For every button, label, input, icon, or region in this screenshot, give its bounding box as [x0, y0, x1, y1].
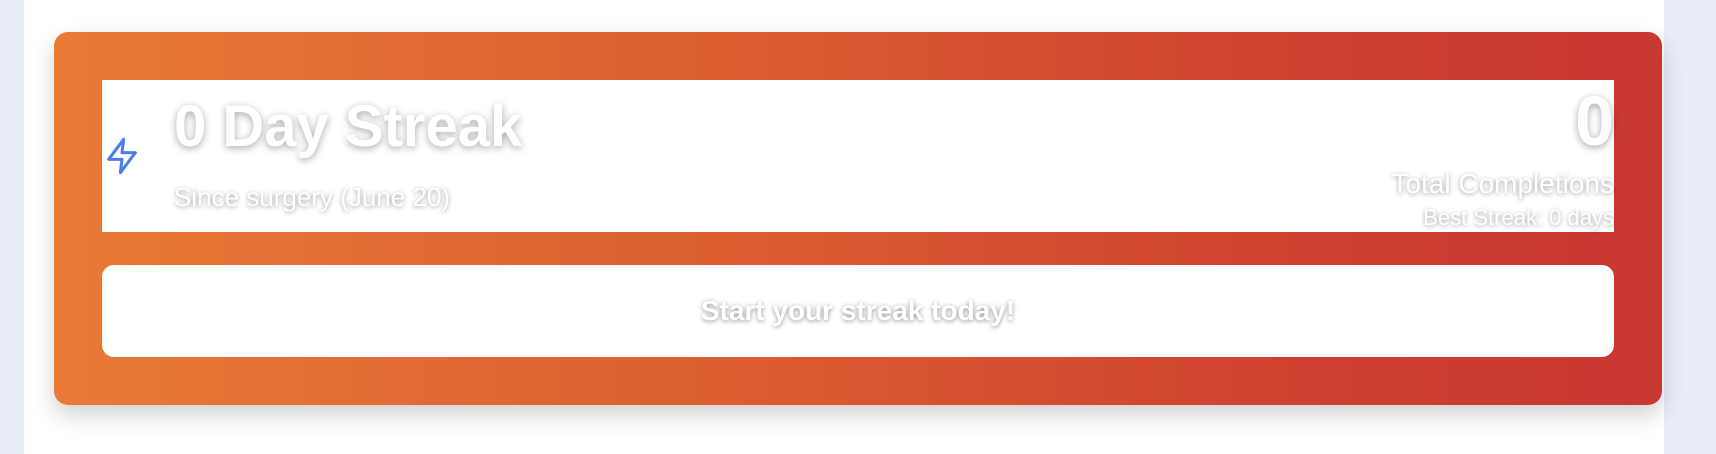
total-completions-value: 0 — [1575, 82, 1614, 160]
start-streak-banner: Start your streak today! — [102, 265, 1614, 357]
completion-stats: 0 Total Completions Best Streak: 0 days — [1391, 80, 1614, 229]
total-completions-label: Total Completions — [1391, 168, 1614, 199]
streak-card: 0 Day Streak Since surgery (June 20) 0 T… — [54, 32, 1662, 405]
lightning-bolt-icon — [102, 136, 142, 176]
streak-title: 0 Day Streak — [174, 94, 523, 159]
best-streak-text: Best Streak: 0 days — [1423, 205, 1614, 230]
streak-subtitle: Since surgery (June 20) — [174, 182, 451, 212]
start-streak-text: Start your streak today! — [700, 295, 1016, 326]
streak-stats-panel: 0 Day Streak Since surgery (June 20) 0 T… — [102, 80, 1614, 232]
